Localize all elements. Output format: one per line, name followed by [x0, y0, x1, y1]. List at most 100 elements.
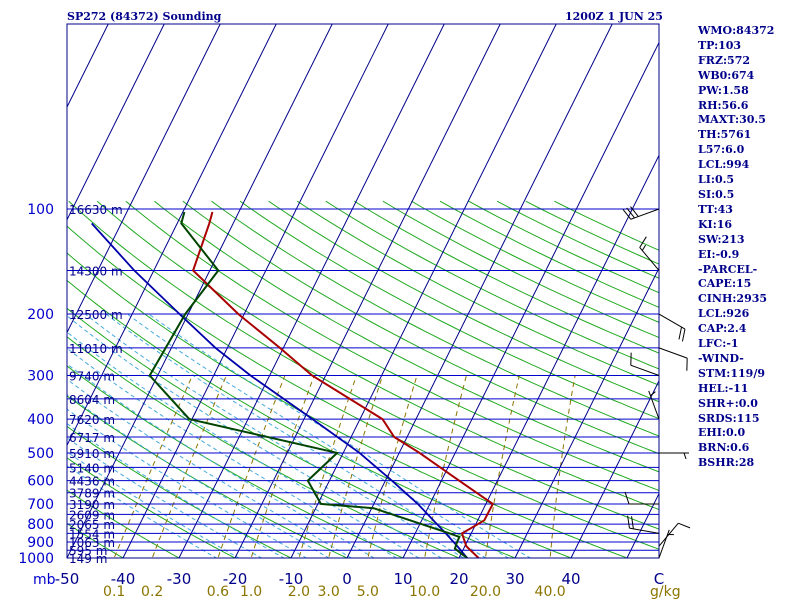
pressure-tick-label: 500	[27, 446, 54, 462]
index-item: LI:0.5	[698, 173, 735, 187]
mixing-ratio-line	[250, 375, 315, 558]
index-item: LFC:-1	[698, 337, 739, 351]
temperature-tick-label: 30	[505, 570, 524, 588]
moist-adiabat	[67, 451, 240, 558]
mixing-ratio-line	[151, 375, 227, 558]
mixing-ratio-tick-label: 5.0	[357, 584, 379, 600]
dry-adiabat	[296, 200, 659, 386]
pressure-tick-label: 100	[27, 202, 54, 218]
mixing-ratio-line	[424, 375, 467, 558]
dewpoint-profile	[148, 211, 468, 558]
temperature-tick-label: 40	[561, 570, 580, 588]
dry-adiabat	[67, 489, 181, 558]
pressure-tick-label: 700	[27, 497, 54, 513]
isotherm	[67, 24, 333, 558]
height-label: 149 m	[69, 552, 107, 566]
wind-barb	[624, 491, 659, 505]
index-item: BRN:0.6	[698, 441, 750, 455]
height-label: 6717 m	[69, 431, 115, 445]
height-label: 14300 m	[69, 264, 123, 278]
isotherm	[346, 24, 613, 558]
pressure-tick-label: 900	[27, 535, 54, 551]
mixing-ratio-tick-label: 20.0	[470, 584, 501, 600]
index-item: CINH:2935	[698, 292, 768, 306]
index-item: MAXT:30.5	[698, 113, 766, 127]
mixing-ratio-tick-label: 1.0	[240, 584, 262, 600]
isotherm	[67, 24, 165, 221]
index-item: LCL:994	[698, 158, 750, 172]
index-item: KI:16	[698, 217, 733, 231]
temperature-profile	[191, 211, 495, 558]
index-item: EHI:0.0	[698, 426, 746, 440]
height-label: 8604 m	[69, 393, 115, 407]
height-label: 16630 m	[69, 203, 123, 217]
index-item: BSHR:28	[698, 456, 755, 470]
index-item: TT:43	[698, 202, 733, 216]
mixing-ratio-line	[367, 375, 418, 558]
dry-adiabat	[67, 522, 124, 558]
index-item: WB0:674	[698, 68, 755, 82]
dry-adiabat	[67, 279, 573, 558]
wind-barb	[622, 206, 660, 220]
temperature-tick-label: 0	[342, 570, 352, 588]
isotherm	[514, 266, 659, 558]
isotherm	[234, 24, 501, 558]
pressure-tick-label: 300	[27, 369, 54, 385]
mixing-ratio-line	[298, 375, 357, 558]
isotherm	[402, 41, 659, 558]
wind-barb	[658, 347, 688, 371]
isotherm	[458, 154, 659, 558]
mixing-ratio-tick-label: 3.0	[317, 584, 339, 600]
dry-adiabat	[67, 425, 293, 558]
annotation-layer: 16630 m 14300 m 12500 m 11010 m 9740 m 8604 m…	[18, 23, 691, 600]
temperature-tick-label: -50	[55, 570, 80, 588]
index-item: RH:56.6	[698, 98, 749, 112]
height-label: 11010 m	[69, 342, 123, 356]
moist-adiabat	[105, 313, 487, 558]
index-item: SI:0.5	[698, 187, 735, 201]
mixing-ratio-line	[328, 375, 384, 558]
index-item: SRDS:115	[698, 411, 760, 425]
temperature-tick-label: 10	[393, 570, 412, 588]
station-title: SP272 (84372) Sounding	[67, 10, 222, 23]
index-item: SHR+:0.0	[698, 396, 758, 410]
index-item: CAPE:15	[698, 277, 752, 291]
index-item: WMO:84372	[698, 24, 775, 37]
pressure-tick-label: 1000	[18, 551, 54, 567]
index-item: SW:213	[698, 232, 745, 246]
mixing-ratio-unit-label: g/kg	[650, 584, 681, 600]
dry-adiabat	[67, 307, 517, 558]
isotherm	[67, 24, 277, 447]
mixing-ratio-tick-label: 10.0	[409, 584, 440, 600]
pressure-tick-label: 200	[27, 307, 54, 323]
index-item: EI:-0.9	[698, 247, 740, 261]
height-label: 1554 m	[69, 527, 115, 541]
index-item: FRZ:572	[698, 53, 751, 67]
moist-adiabat	[67, 393, 330, 558]
wind-barb	[658, 313, 686, 342]
pressure-tick-label: 600	[27, 474, 54, 490]
dry-adiabat	[125, 200, 659, 492]
moist-adiabat	[67, 315, 443, 558]
moist-adiabat	[67, 408, 308, 558]
stability-indices-panel: WMO:84372 TP:103 FRZ:572 WB0:674 PW:1.58 RH:5…	[698, 24, 774, 471]
isotherm	[570, 379, 659, 558]
index-item: CAP:2.4	[698, 322, 747, 336]
index-item: TP:103	[698, 38, 742, 52]
mixing-ratio-line	[549, 375, 576, 558]
dry-adiabat	[354, 200, 659, 354]
moist-adiabat	[67, 363, 375, 558]
moist-adiabat	[67, 437, 263, 558]
mixing-ratio-line	[113, 375, 193, 558]
mixing-ratio-tick-label: 0.6	[207, 584, 229, 600]
pressure-tick-label: 400	[27, 412, 54, 428]
wind-barb	[639, 236, 660, 271]
height-label: 5910 m	[69, 447, 115, 461]
mixing-ratio-tick-label: 40.0	[535, 584, 566, 600]
wind-barb	[630, 352, 660, 376]
dry-adiabat	[67, 457, 237, 558]
dry-adiabat	[182, 200, 659, 455]
moist-adiabat	[148, 313, 532, 558]
moist-adiabat	[127, 313, 510, 558]
wind-barb	[648, 390, 660, 420]
